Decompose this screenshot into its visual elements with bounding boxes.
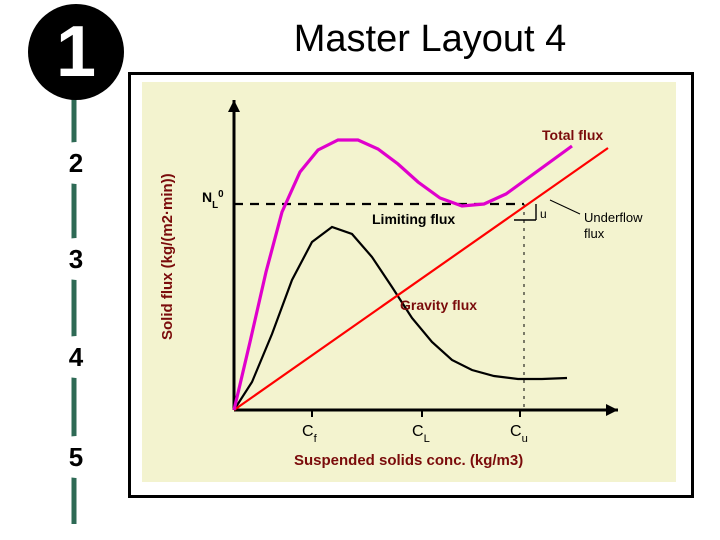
nav-badge-2[interactable]: 2 [55, 142, 97, 184]
svg-text:Suspended solids conc. (kg/m3): Suspended solids conc. (kg/m3) [294, 452, 523, 469]
svg-text:flux: flux [584, 226, 605, 241]
svg-text:Gravity flux: Gravity flux [400, 297, 477, 313]
svg-text:Limiting flux: Limiting flux [372, 211, 455, 227]
svg-text:Total flux: Total flux [542, 127, 603, 143]
svg-text:Cf: Cf [302, 423, 318, 445]
page-title: Master Layout 4 [200, 18, 660, 61]
svg-text:Underflow: Underflow [584, 210, 643, 225]
svg-text:NL0: NL0 [202, 189, 224, 211]
svg-text:Solid flux (kg/(m2·min)): Solid flux (kg/(m2·min)) [159, 173, 176, 340]
nav-badge-active[interactable]: 1 [28, 4, 124, 100]
flux-chart: Solid flux (kg/(m2·min)) Suspended solids… [142, 82, 676, 482]
svg-text:Cu: Cu [510, 423, 528, 445]
svg-text:u: u [540, 207, 547, 221]
nav-badge-3[interactable]: 3 [55, 238, 97, 280]
slide-nav: 1 2 3 4 5 [36, 6, 116, 534]
svg-text:CL: CL [412, 423, 430, 445]
nav-badge-5[interactable]: 5 [55, 436, 97, 478]
nav-badge-4[interactable]: 4 [55, 336, 97, 378]
